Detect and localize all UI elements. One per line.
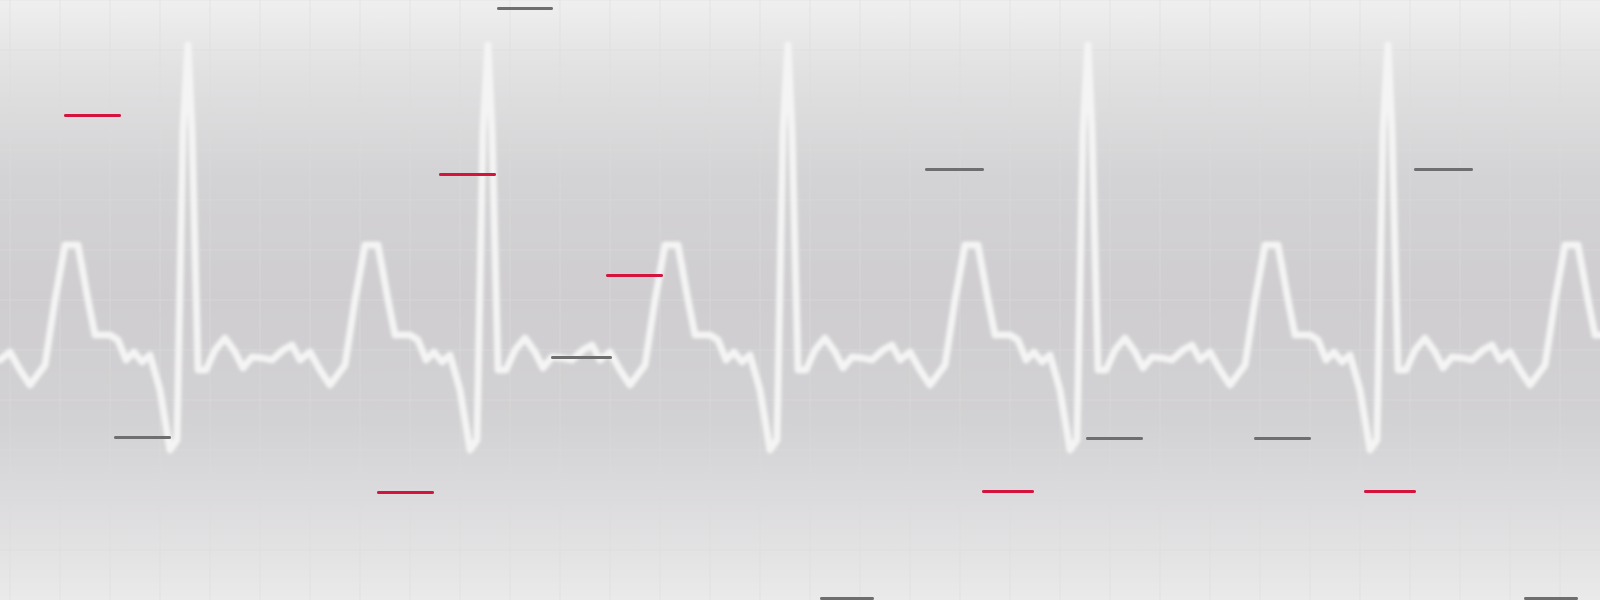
- red-dash-2: [439, 173, 496, 176]
- red-dash-3: [606, 274, 663, 277]
- gray-dash-4: [551, 356, 612, 359]
- red-dash-6: [1364, 490, 1416, 493]
- gray-dash-3: [1414, 168, 1473, 171]
- gray-dash-8: [820, 597, 874, 600]
- red-dash-5: [982, 490, 1034, 493]
- red-dash-4: [377, 491, 434, 494]
- gray-dash-1: [497, 7, 553, 10]
- red-dash-1: [64, 114, 121, 117]
- heartbeat-trace: [0, 41, 1600, 454]
- gray-dash-7: [1254, 437, 1311, 440]
- gray-dash-6: [1086, 437, 1143, 440]
- gray-dash-9: [1524, 597, 1578, 600]
- gray-dash-5: [114, 436, 171, 439]
- gray-dash-2: [925, 168, 984, 171]
